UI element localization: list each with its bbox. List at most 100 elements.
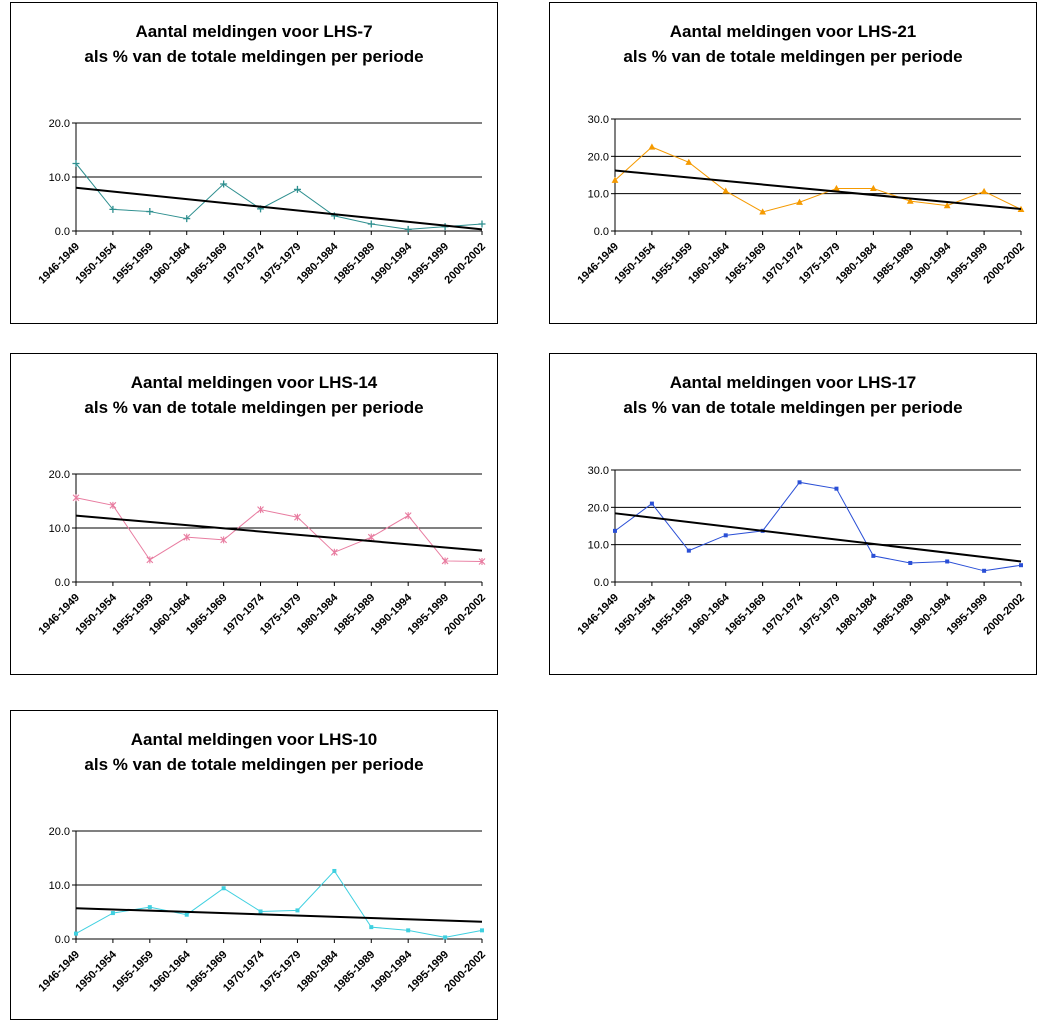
data-point xyxy=(871,553,876,558)
y-tick-label: 20.0 xyxy=(588,502,609,514)
data-point xyxy=(109,501,117,509)
data-point xyxy=(945,559,950,564)
data-point xyxy=(943,202,951,209)
y-tick-label: 20.0 xyxy=(49,118,70,130)
line-chart: Aantal meldingen voor LHS-21 als % van de… xyxy=(575,22,1027,286)
chart-panel-lhs-10: Aantal meldingen voor LHS-10 als % van de… xyxy=(10,710,498,1020)
data-point xyxy=(441,557,449,565)
data-point xyxy=(367,220,375,228)
data-point xyxy=(982,568,987,573)
chart-subtitle: als % van de totale meldingen per period… xyxy=(84,47,423,66)
chart-subtitle: als % van de totale meldingen per period… xyxy=(84,398,423,417)
trendline xyxy=(75,514,483,552)
y-tick-label: 30.0 xyxy=(588,465,609,477)
trendline xyxy=(614,169,1022,210)
data-point xyxy=(294,513,301,521)
data-point xyxy=(611,176,619,183)
chart-title: Aantal meldingen voor LHS-10 xyxy=(131,730,378,749)
chart-title: Aantal meldingen voor LHS-14 xyxy=(131,373,378,392)
data-point xyxy=(369,925,374,930)
data-point xyxy=(183,215,191,223)
data-point xyxy=(295,908,300,913)
series-line xyxy=(614,481,1022,572)
data-point xyxy=(980,187,988,195)
data-point xyxy=(797,480,802,485)
data-point xyxy=(648,143,656,150)
chart-panel-lhs-14: Aantal meldingen voor LHS-14 als % van de… xyxy=(10,353,498,675)
data-point xyxy=(220,180,228,188)
data-point xyxy=(184,912,189,917)
y-tick-label: 30.0 xyxy=(588,114,609,126)
chart-subtitle: als % van de totale meldingen per period… xyxy=(623,47,962,66)
y-tick-label: 10.0 xyxy=(588,540,609,552)
data-point xyxy=(404,225,412,233)
chart-panel-lhs-7: Aantal meldingen voor LHS-7 als % van de … xyxy=(10,2,498,324)
trendline xyxy=(75,186,483,231)
data-point xyxy=(685,158,693,165)
data-point xyxy=(147,905,152,910)
chart-subtitle: als % van de totale meldingen per period… xyxy=(623,398,962,417)
data-point xyxy=(833,184,840,192)
data-point xyxy=(480,928,484,933)
data-point xyxy=(478,220,486,228)
y-tick-label: 0.0 xyxy=(55,934,70,946)
chart-panel-lhs-17: Aantal meldingen voor LHS-17 als % van de… xyxy=(549,353,1037,675)
data-point xyxy=(906,197,914,204)
data-point xyxy=(613,528,617,533)
chart-title: Aantal meldingen voor LHS-17 xyxy=(670,373,917,392)
chart-title: Aantal meldingen voor LHS-21 xyxy=(670,22,917,41)
data-point xyxy=(723,533,728,538)
chart-title: Aantal meldingen voor LHS-7 xyxy=(135,22,372,41)
data-point xyxy=(908,560,913,565)
y-tick-label: 0.0 xyxy=(55,577,70,589)
data-point xyxy=(293,185,301,193)
data-point xyxy=(686,548,691,553)
data-point xyxy=(220,536,228,544)
data-point xyxy=(258,909,263,914)
line-chart: Aantal meldingen voor LHS-10 als % van de… xyxy=(36,730,488,994)
chart-panel-lhs-21: Aantal meldingen voor LHS-21 als % van de… xyxy=(549,2,1037,324)
data-point xyxy=(406,928,411,933)
data-point xyxy=(722,187,730,194)
y-tick-label: 0.0 xyxy=(55,226,70,238)
chart-subtitle: als % van de totale meldingen per period… xyxy=(84,755,423,774)
y-tick-label: 10.0 xyxy=(49,880,70,892)
series-line xyxy=(75,163,483,230)
y-tick-label: 20.0 xyxy=(588,151,609,163)
data-point xyxy=(404,512,412,520)
trendline xyxy=(75,907,483,923)
data-point xyxy=(834,486,839,491)
trendline xyxy=(614,512,1022,563)
line-chart: Aantal meldingen voor LHS-7 als % van de … xyxy=(36,22,488,286)
data-point xyxy=(257,506,264,514)
data-point xyxy=(146,556,154,564)
data-point xyxy=(332,868,337,873)
line-chart: Aantal meldingen voor LHS-14 als % van de… xyxy=(36,373,488,637)
data-point xyxy=(72,494,80,502)
y-tick-label: 0.0 xyxy=(594,577,609,589)
data-point xyxy=(1019,563,1023,568)
y-tick-label: 10.0 xyxy=(588,189,609,201)
data-point xyxy=(183,533,191,541)
data-point xyxy=(759,208,767,215)
line-chart: Aantal meldingen voor LHS-17 als % van de… xyxy=(575,373,1027,637)
series-line xyxy=(75,870,483,938)
y-tick-label: 10.0 xyxy=(49,172,70,184)
data-point xyxy=(146,208,154,216)
y-tick-label: 20.0 xyxy=(49,469,70,481)
data-point xyxy=(74,931,78,936)
y-tick-label: 0.0 xyxy=(594,226,609,238)
y-tick-label: 10.0 xyxy=(49,523,70,535)
data-point xyxy=(110,911,115,916)
data-point xyxy=(796,198,803,205)
data-point xyxy=(649,501,654,506)
data-point xyxy=(72,160,80,167)
data-point xyxy=(221,886,226,891)
data-point xyxy=(330,548,338,556)
data-point xyxy=(443,935,448,940)
data-point xyxy=(109,205,117,213)
series-line xyxy=(75,497,483,562)
data-point xyxy=(869,184,877,192)
y-tick-label: 20.0 xyxy=(49,826,70,838)
data-point xyxy=(478,557,486,565)
